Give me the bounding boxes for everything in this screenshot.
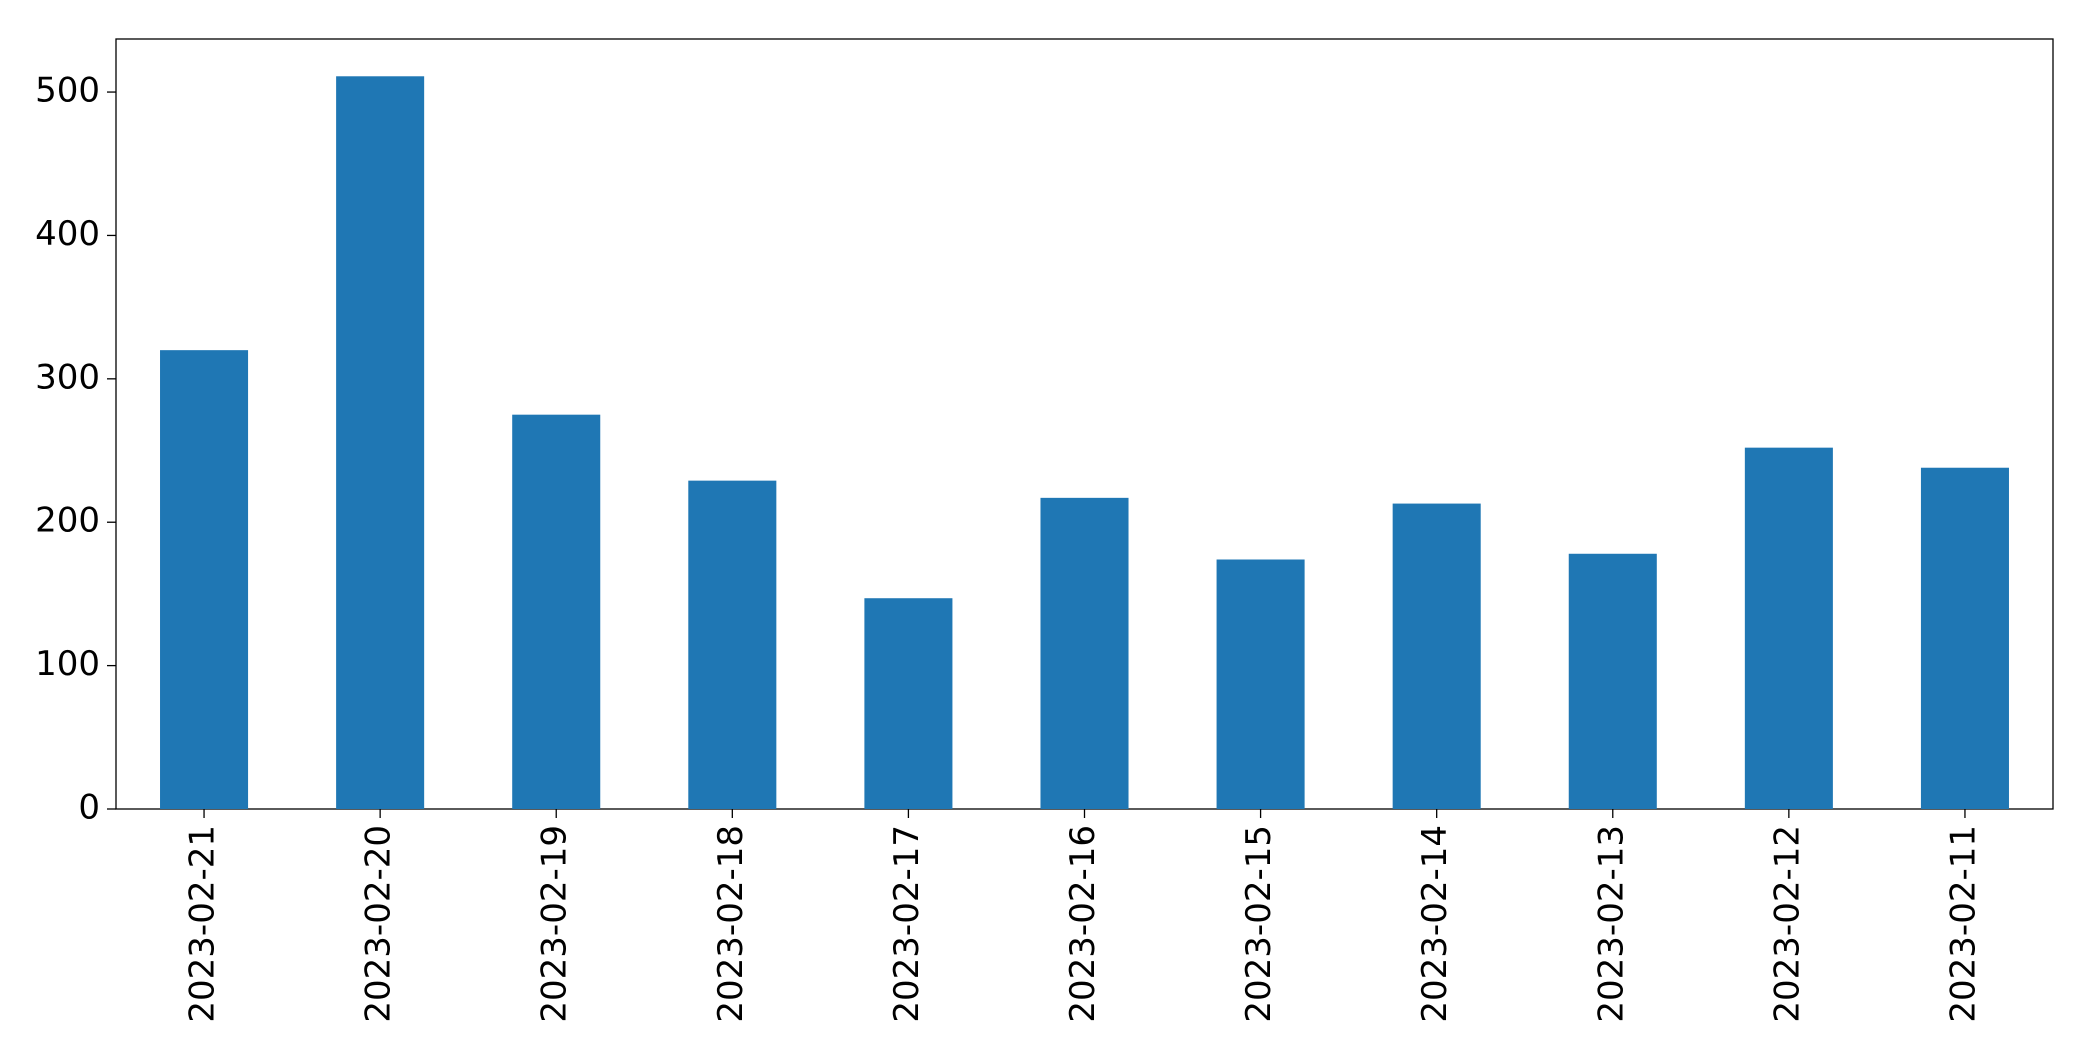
y-tick-label: 0 xyxy=(78,788,100,828)
bar xyxy=(1744,447,1833,809)
x-tick-label: 2023-02-18 xyxy=(711,825,751,1023)
y-tick-label: 400 xyxy=(35,214,100,254)
bar xyxy=(864,598,953,809)
x-tick-label: 2023-02-17 xyxy=(887,825,927,1023)
x-tick-label: 2023-02-11 xyxy=(1943,825,1983,1023)
bar xyxy=(1216,559,1305,809)
x-tick-label: 2023-02-13 xyxy=(1591,825,1631,1023)
y-tick-label: 200 xyxy=(35,501,100,541)
x-tick-label: 2023-02-19 xyxy=(535,825,575,1023)
x-tick-label: 2023-02-20 xyxy=(359,825,399,1023)
y-tick-label: 300 xyxy=(35,357,100,397)
bar xyxy=(1568,553,1657,809)
bar xyxy=(1392,503,1481,809)
bar xyxy=(1040,497,1129,809)
x-tick-label: 2023-02-12 xyxy=(1767,825,1807,1023)
y-tick-label: 500 xyxy=(35,71,100,111)
x-tick-label: 2023-02-14 xyxy=(1415,825,1455,1023)
bar xyxy=(1920,467,2009,809)
bar xyxy=(688,480,777,809)
y-tick-label: 100 xyxy=(35,644,100,684)
x-tick-label: 2023-02-16 xyxy=(1063,825,1103,1023)
x-tick-label: 2023-02-15 xyxy=(1239,825,1279,1023)
x-tick-label: 2023-02-21 xyxy=(183,825,223,1023)
bar xyxy=(336,76,425,809)
bar xyxy=(160,350,249,809)
bar xyxy=(512,414,601,809)
